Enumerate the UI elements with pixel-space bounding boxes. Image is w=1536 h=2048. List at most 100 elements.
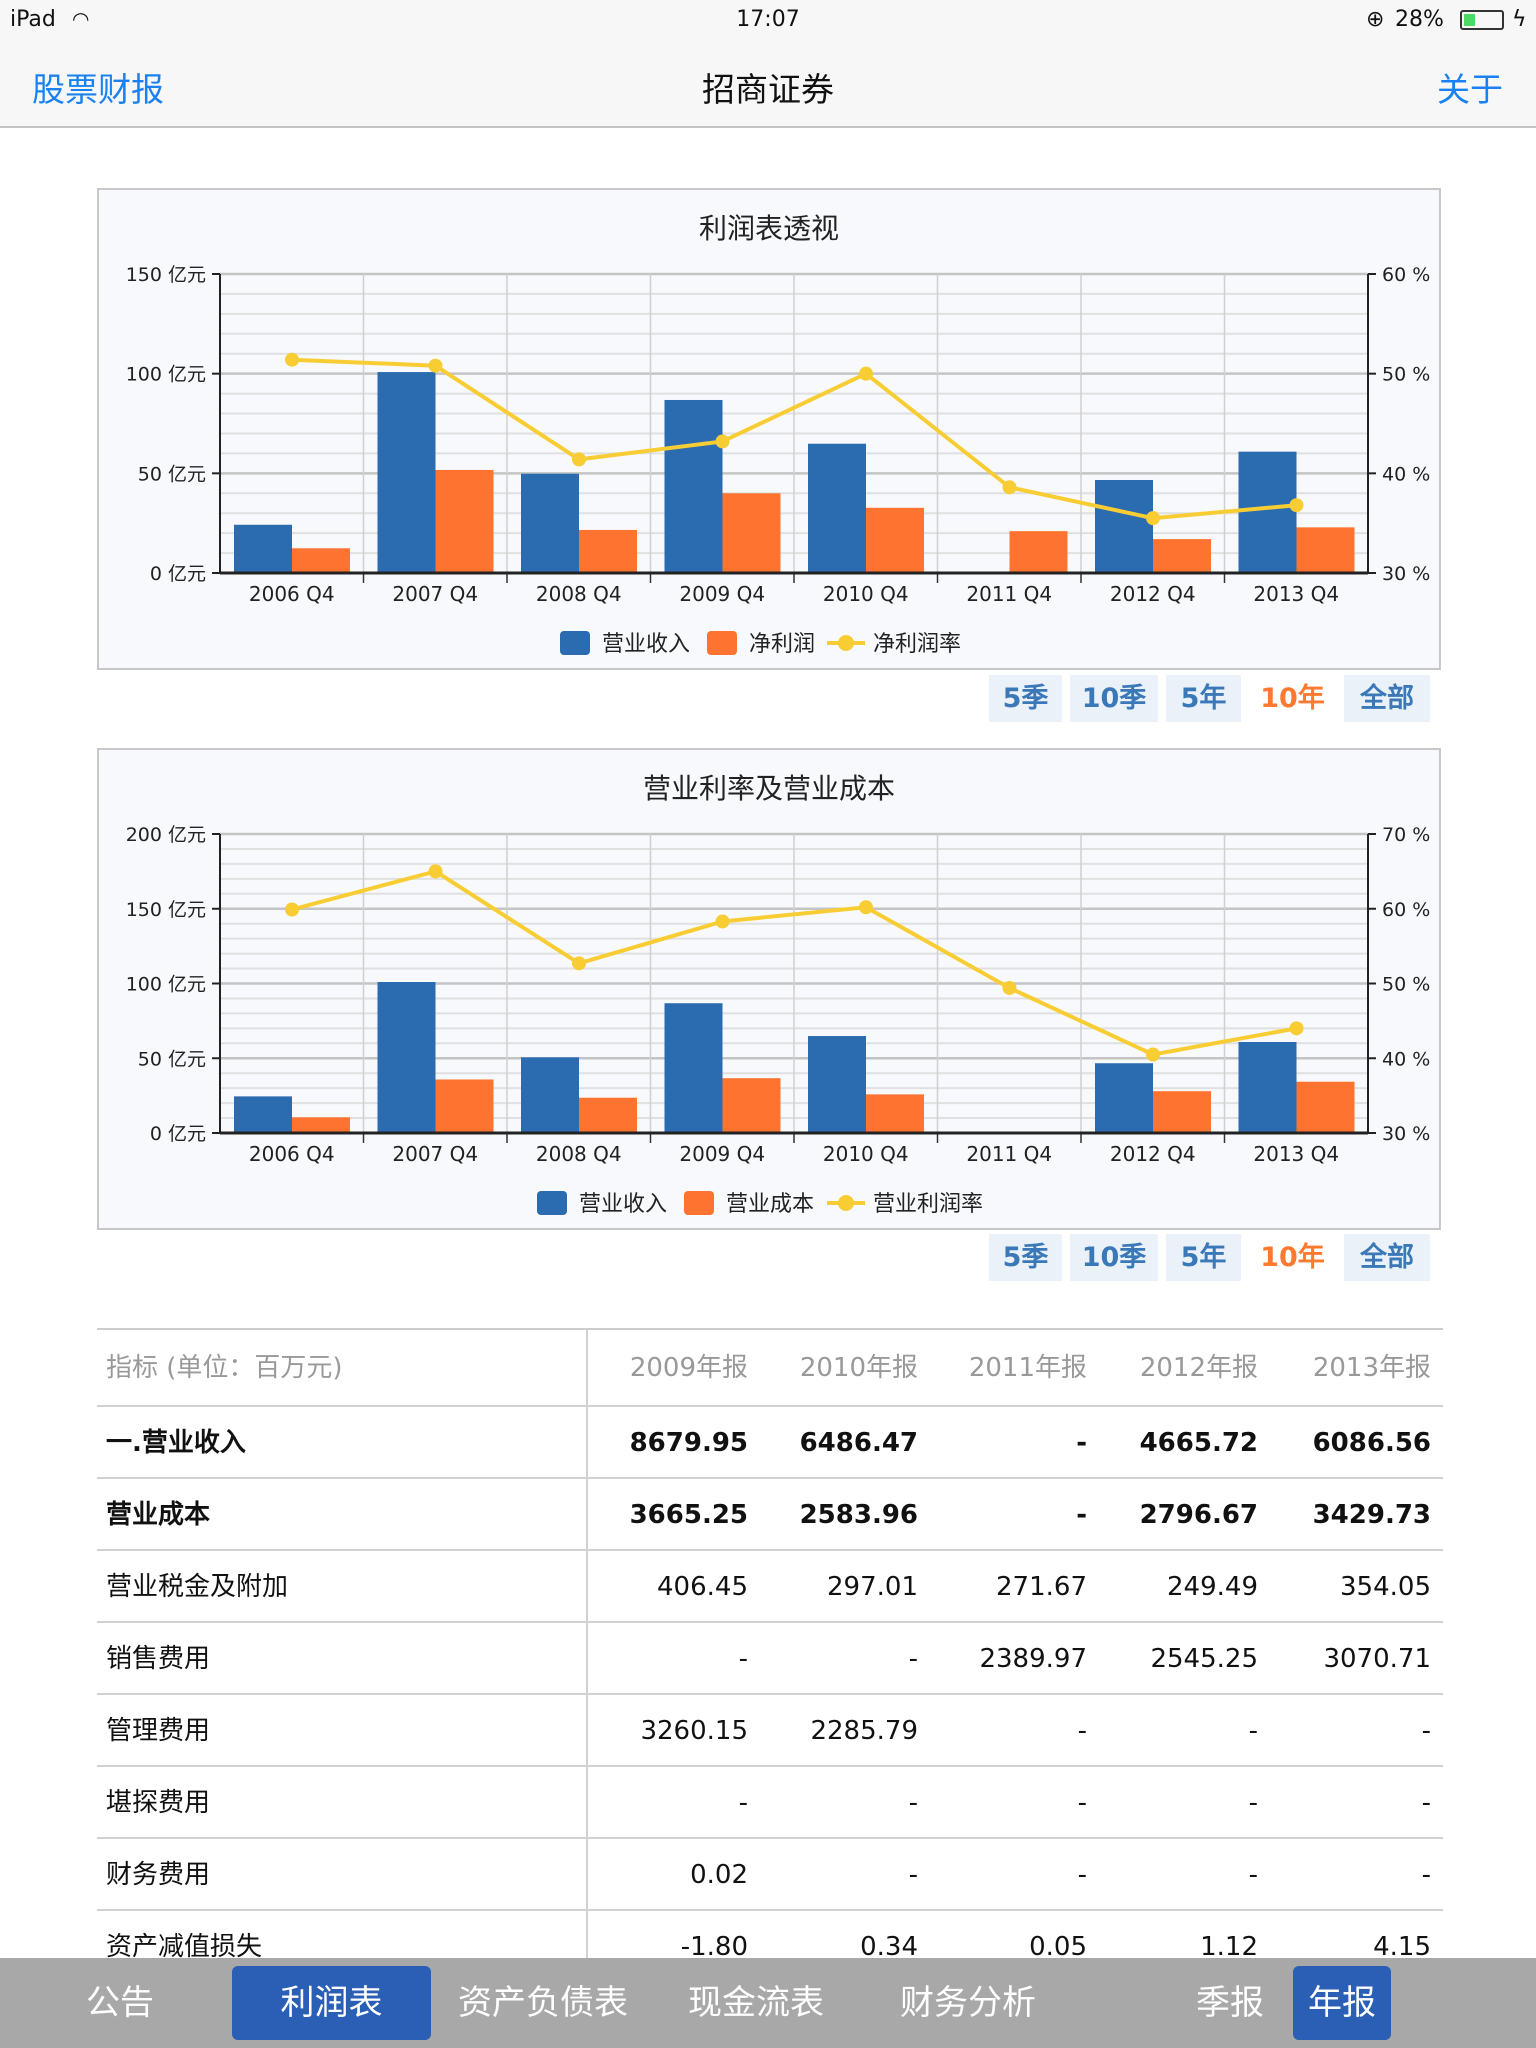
- y-right-tick-label: 40 %: [1382, 463, 1430, 485]
- table-row: 财务费用 0.02 - - - -: [97, 1839, 1443, 1911]
- range-5y-button[interactable]: 5年: [1166, 675, 1241, 722]
- margin-point: [1002, 480, 1017, 495]
- cell-value: 2285.79: [810, 1716, 918, 1746]
- chart-title: 利润表透视: [699, 212, 839, 245]
- tab-financial-analysis[interactable]: 财务分析: [900, 1983, 1036, 2023]
- table-header: 指标 (单位：百万元) 2009年报 2010年报 2011年报 2012年报 …: [97, 1330, 1443, 1407]
- status-bar: iPad ◠ 17:07 ⊕ 28% ϟ: [0, 0, 1536, 39]
- bar-secondary: [435, 1079, 494, 1133]
- bar-revenue: [1095, 479, 1153, 573]
- range-5q-button[interactable]: 5季: [989, 1234, 1062, 1281]
- battery-icon: [1460, 10, 1504, 30]
- back-button[interactable]: 股票财报: [32, 70, 164, 109]
- bar-revenue: [1238, 1041, 1297, 1133]
- cell-value: -: [1421, 1860, 1431, 1890]
- x-tick-label: 2011 Q4: [966, 1142, 1052, 1166]
- clock: 17:07: [736, 7, 800, 32]
- y-right-tick-label: 70 %: [1382, 824, 1430, 846]
- table-row: 一.营业收入 8679.95 6486.47 - 4665.72 6086.56: [97, 1407, 1443, 1479]
- range-5y-button[interactable]: 5年: [1166, 1234, 1241, 1281]
- cell-value: -: [1076, 1428, 1087, 1458]
- x-tick-label: 2013 Q4: [1253, 582, 1339, 606]
- column-divider: [586, 1623, 588, 1695]
- x-tick-label: 2006 Q4: [249, 1142, 335, 1166]
- table-row: 堪探费用 - - - - -: [97, 1767, 1443, 1839]
- y-left-tick-label: 50 亿元: [138, 463, 206, 485]
- range-all-button[interactable]: 全部: [1344, 675, 1430, 722]
- about-button[interactable]: 关于: [1437, 70, 1503, 109]
- tab-balance-sheet[interactable]: 资产负债表: [458, 1983, 628, 2023]
- bar-revenue: [1238, 451, 1297, 573]
- wifi-icon: ◠: [72, 7, 90, 31]
- tab-cash-flow[interactable]: 现金流表: [688, 1983, 824, 2023]
- margin-point: [572, 452, 586, 467]
- bar-revenue: [1095, 1063, 1153, 1133]
- tab-quarterly[interactable]: 季报: [1196, 1983, 1264, 2023]
- bar-secondary: [579, 1097, 637, 1133]
- table-row: 营业成本 3665.25 2583.96 - 2796.67 3429.73: [97, 1479, 1443, 1551]
- y-left-tick-label: 50 亿元: [138, 1048, 206, 1070]
- range-10q-button[interactable]: 10季: [1070, 675, 1158, 722]
- legend-swatch: [684, 1191, 714, 1215]
- x-tick-label: 2008 Q4: [536, 582, 622, 606]
- tab-annual[interactable]: 年报: [1293, 1966, 1391, 2040]
- cell-value: 0.02: [690, 1860, 748, 1890]
- row-label: 销售费用: [106, 1644, 211, 1674]
- cell-value: -: [1077, 1788, 1087, 1818]
- margin-point: [285, 902, 299, 917]
- bar-revenue: [377, 372, 436, 573]
- cell-value: 2389.97: [979, 1644, 1087, 1674]
- chart-title: 营业利率及营业成本: [643, 772, 895, 805]
- x-tick-label: 2012 Q4: [1110, 1142, 1196, 1166]
- margin-point: [715, 914, 730, 929]
- battery-percent: 28%: [1395, 7, 1444, 32]
- bar-secondary: [1153, 1091, 1211, 1133]
- y-left-tick-label: 150 亿元: [126, 899, 206, 921]
- range-buttons-2: 5季 10季 5年 10年 全部: [0, 1234, 1536, 1281]
- legend-swatch: [560, 631, 590, 655]
- row-label: 管理费用: [106, 1716, 211, 1746]
- y-right-tick-label: 60 %: [1382, 899, 1430, 921]
- header-label: 指标 (单位：百万元): [106, 1353, 343, 1383]
- x-tick-label: 2007 Q4: [392, 582, 478, 606]
- legend-label: 营业成本: [726, 1192, 814, 1217]
- cell-value: 406.45: [657, 1572, 748, 1602]
- cell-value: 0.05: [1029, 1932, 1087, 1962]
- column-divider: [586, 1695, 588, 1767]
- x-tick-label: 2009 Q4: [679, 1142, 765, 1166]
- x-tick-label: 2010 Q4: [823, 582, 909, 606]
- bar-secondary: [1009, 531, 1068, 573]
- cell-value: 3070.71: [1323, 1644, 1431, 1674]
- legend-label: 营业收入: [579, 1192, 667, 1217]
- legend-swatch: [707, 631, 737, 655]
- bar-revenue: [664, 1003, 723, 1133]
- header-col: 2012年报: [1139, 1353, 1258, 1383]
- bar-revenue: [234, 524, 292, 573]
- range-10y-button[interactable]: 10年: [1250, 675, 1335, 722]
- range-10q-button[interactable]: 10季: [1070, 1234, 1158, 1281]
- x-tick-label: 2009 Q4: [679, 582, 765, 606]
- tab-income-statement[interactable]: 利润表: [232, 1966, 431, 2040]
- row-label: 一.营业收入: [106, 1428, 246, 1458]
- header-col: 2009年报: [629, 1353, 748, 1383]
- range-all-button[interactable]: 全部: [1344, 1234, 1430, 1281]
- cell-value: 1.12: [1200, 1932, 1258, 1962]
- bar-secondary: [722, 1078, 781, 1133]
- cell-value: -: [1248, 1788, 1258, 1818]
- bar-secondary: [1296, 1081, 1355, 1133]
- cell-value: 3665.25: [629, 1500, 748, 1530]
- cell-value: -1.80: [680, 1932, 748, 1962]
- range-5q-button[interactable]: 5季: [989, 675, 1062, 722]
- header-col: 2013年报: [1312, 1353, 1431, 1383]
- page-title: 招商证券: [702, 70, 834, 109]
- legend-label: 净利润: [749, 632, 815, 657]
- header-col: 2010年报: [799, 1353, 918, 1383]
- x-tick-label: 2010 Q4: [823, 1142, 909, 1166]
- bar-revenue: [808, 1036, 866, 1133]
- tab-announcements[interactable]: 公告: [86, 1983, 154, 2023]
- column-divider: [586, 1551, 588, 1623]
- cell-value: 6086.56: [1312, 1428, 1431, 1458]
- range-10y-button[interactable]: 10年: [1250, 1234, 1335, 1281]
- cell-value: -: [908, 1644, 918, 1674]
- margin-point: [572, 956, 586, 971]
